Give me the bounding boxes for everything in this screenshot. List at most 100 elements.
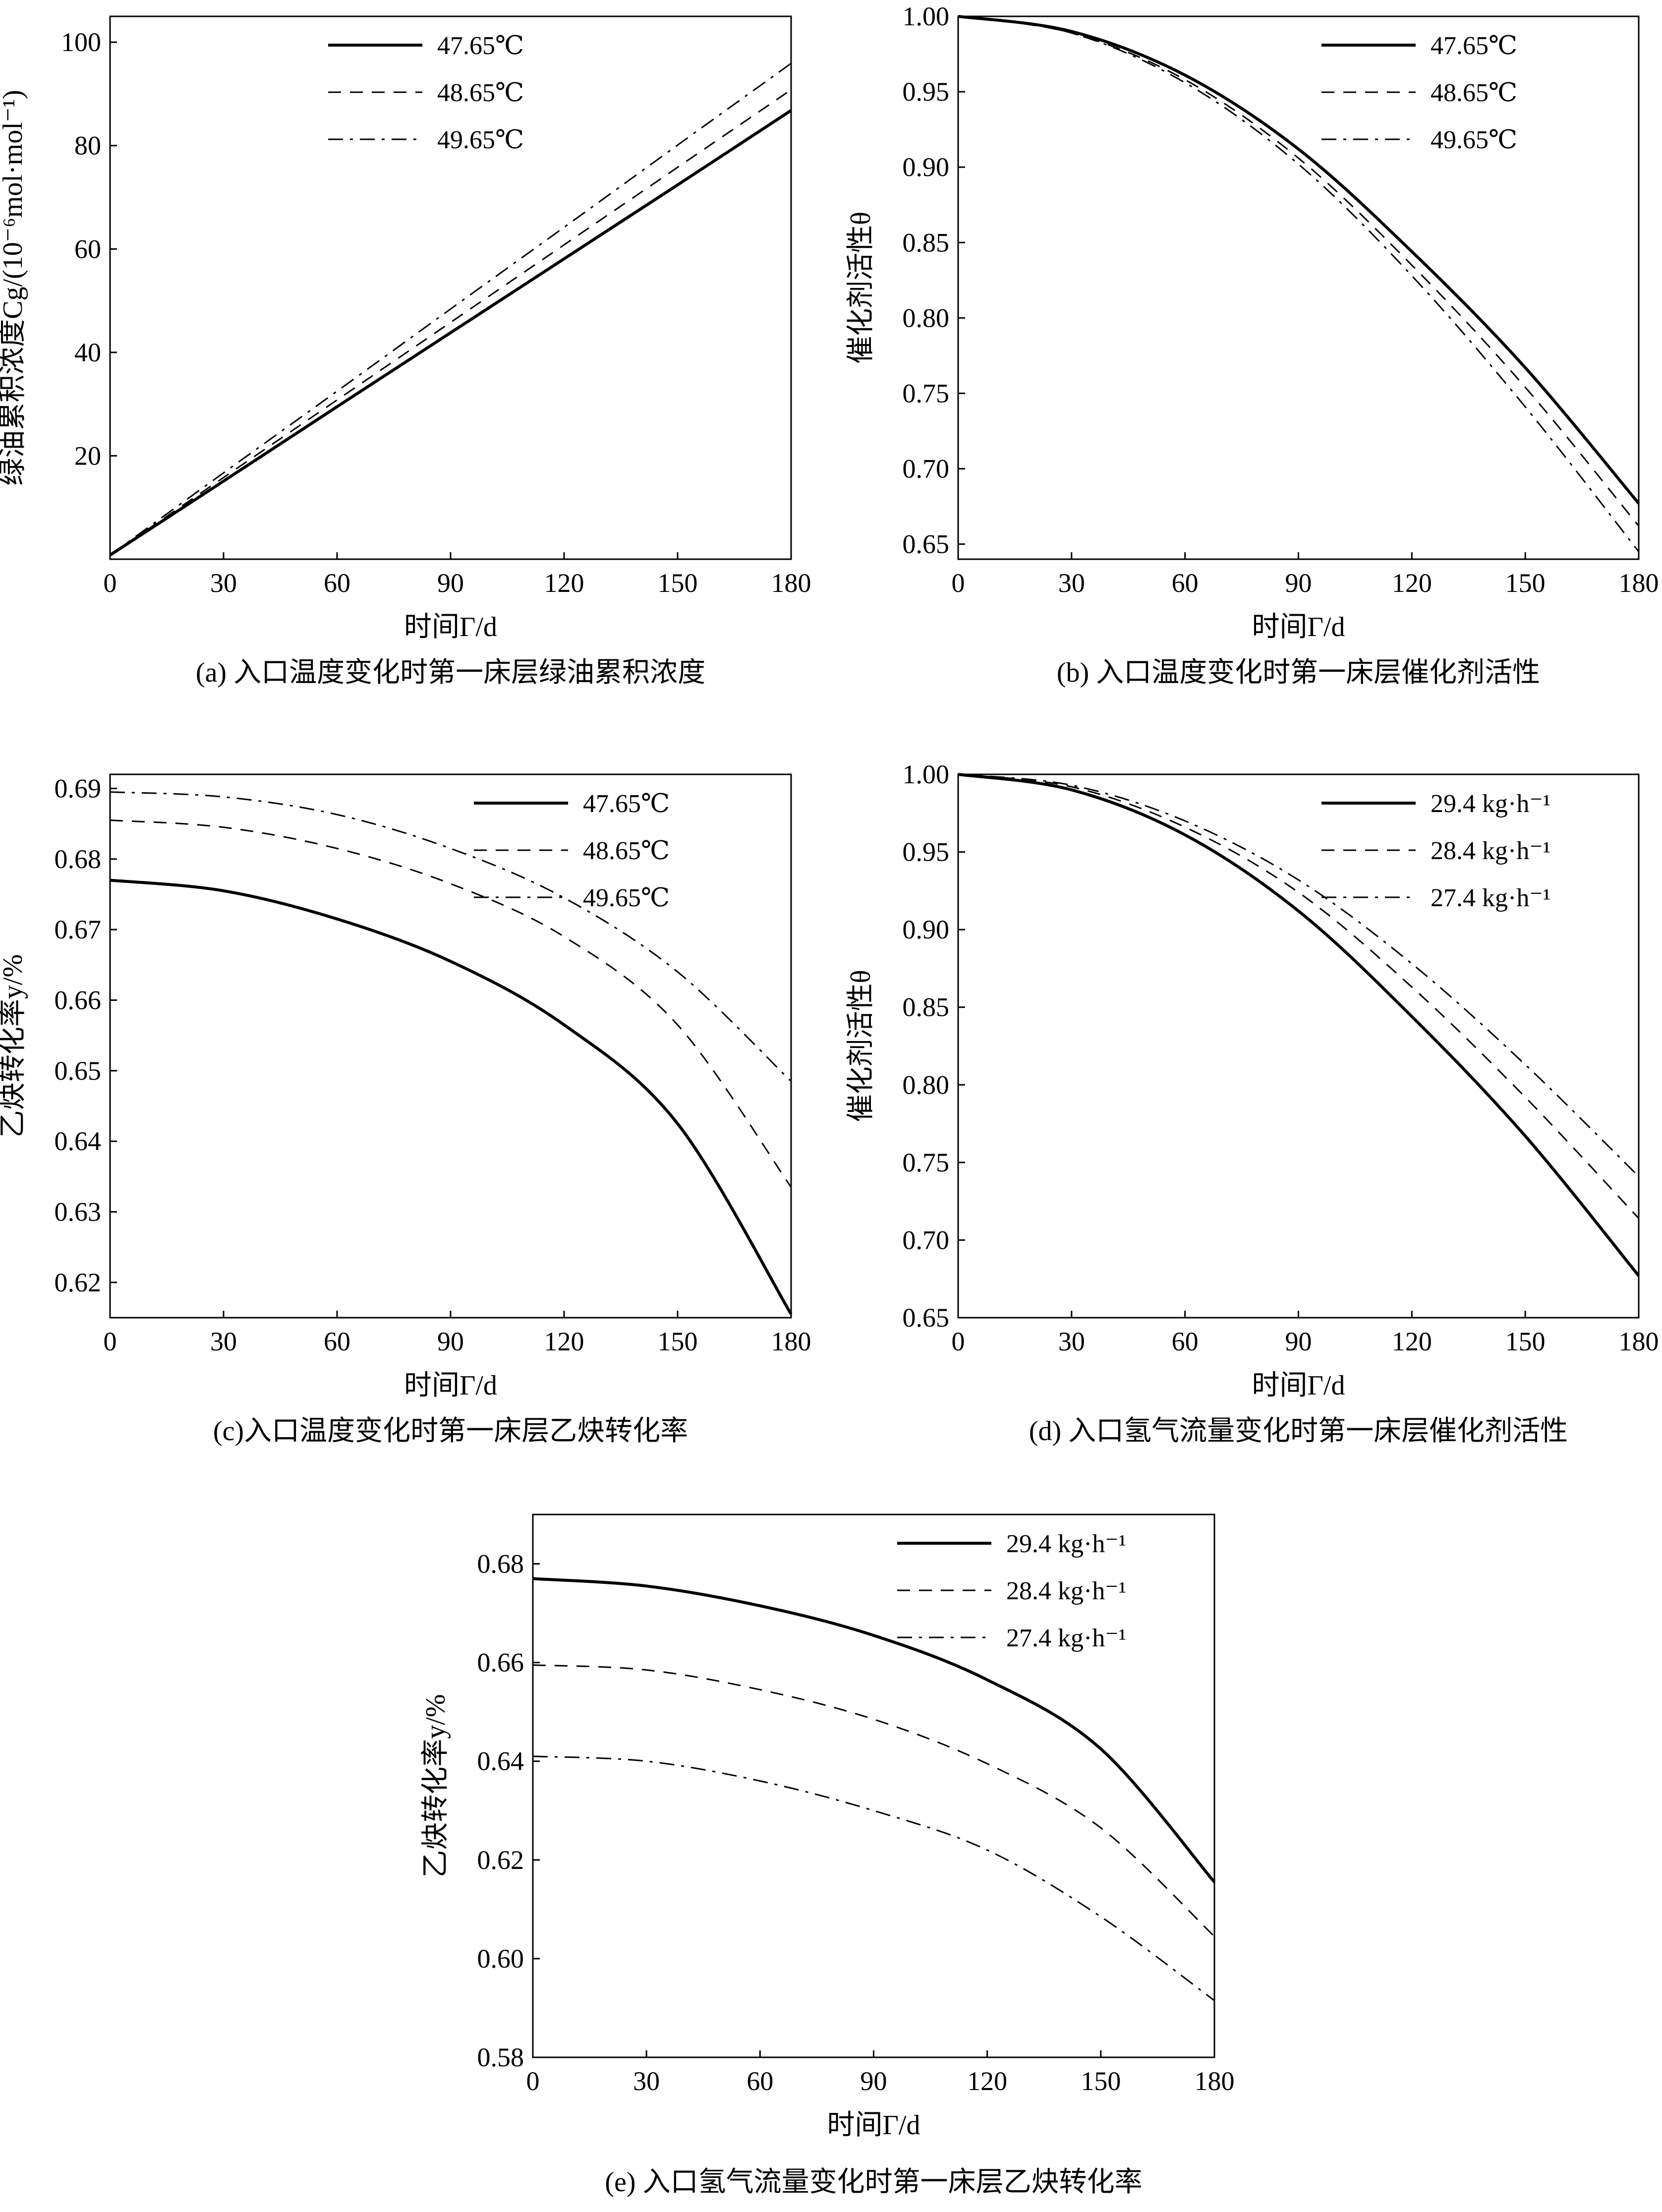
y-tick-label: 40 — [74, 338, 101, 367]
series-line-1 — [109, 109, 792, 557]
x-tick-label: 120 — [544, 568, 584, 598]
y-tick-label: 0.62 — [55, 1268, 102, 1297]
x-tick-label: 0 — [952, 568, 965, 598]
y-tick-label: 0.64 — [55, 1126, 102, 1156]
series-line-2 — [958, 773, 1640, 1219]
y-tick-label: 1.00 — [903, 1, 950, 31]
y-tick-label: 0.69 — [55, 773, 102, 803]
chart-b: 0 30 60 90 120 150 180 0.65 0.70 0.75 0.80 0.85 0.90… — [846, 1, 1659, 688]
y-axis-label: 催化剂活性θ — [846, 970, 876, 1122]
y-tick-label: 0.63 — [55, 1197, 102, 1226]
y-tick-label: 0.75 — [903, 1148, 950, 1177]
x-tick-label: 90 — [860, 2066, 887, 2096]
x-tick-label: 120 — [1392, 568, 1432, 598]
legend-label: 28.4 kg·h⁻¹ — [1006, 1577, 1126, 1605]
legend-label: 28.4 kg·h⁻¹ — [1431, 837, 1550, 865]
y-tick-label: 0.62 — [477, 1845, 524, 1875]
x-tick-label: 60 — [324, 1327, 350, 1356]
x-tick-label: 180 — [1195, 2066, 1235, 2096]
y-tick-label: 0.75 — [903, 378, 950, 408]
y-tick-label: 0.66 — [55, 985, 102, 1015]
x-axis-label: 时间Γ/d — [404, 612, 497, 642]
series-line-3 — [532, 1755, 1215, 2001]
figure-caption: (a) 入口温度变化时第一床层绿油累积浓度 — [196, 657, 705, 688]
x-tick-label: 60 — [324, 568, 350, 598]
y-axis-label: 绿油累积浓度Cg/(10⁻⁶mol·mol⁻¹) — [0, 90, 28, 486]
x-tick-label: 90 — [1285, 568, 1312, 598]
x-tick-label: 60 — [1172, 568, 1199, 598]
y-axis-label: 乙炔转化率y/% — [420, 1694, 451, 1877]
series-line-1 — [958, 773, 1640, 1277]
x-tick-label: 120 — [967, 2066, 1007, 2096]
plot-frame — [957, 15, 1640, 560]
y-tick-label: 0.68 — [477, 1549, 524, 1579]
x-tick-label: 30 — [210, 568, 237, 598]
x-axis-label: 时间Γ/d — [1252, 612, 1345, 642]
x-tick-label: 30 — [1058, 1327, 1085, 1356]
x-tick-label: 180 — [771, 1327, 811, 1356]
series-line-1 — [110, 878, 793, 1315]
chart-a: 0 30 60 90 120 150 180 20 40 60 80 100 47.65℃ 48.65℃ 4… — [0, 15, 811, 688]
chart-d: 0 30 60 90 120 150 180 0.65 0.70 0.75 0.80 0.85 0.90… — [846, 759, 1659, 1447]
legend-label: 27.4 kg·h⁻¹ — [1006, 1624, 1126, 1652]
x-tick-label: 0 — [104, 568, 117, 598]
series-line-2 — [110, 89, 792, 556]
y-tick-label: 0.60 — [477, 1944, 524, 1974]
x-tick-label: 180 — [771, 568, 811, 598]
x-tick-label: 180 — [1619, 1327, 1659, 1356]
y-tick-label: 0.95 — [903, 77, 950, 107]
chart-c: 0 30 60 90 120 150 180 0.62 0.63 0.64 0.65 0.66 0.67… — [0, 773, 811, 1447]
y-tick-label: 0.58 — [477, 2042, 524, 2072]
x-tick-label: 90 — [437, 568, 464, 598]
plot-frame — [109, 773, 792, 1319]
series-line-3 — [958, 773, 1640, 1177]
x-axis-label: 时间Γ/d — [827, 2110, 920, 2141]
y-tick-label: 0.85 — [903, 228, 950, 257]
x-tick-label: 0 — [526, 2066, 540, 2096]
y-tick-label: 0.70 — [903, 454, 950, 484]
y-tick-label: 0.66 — [477, 1648, 524, 1678]
y-tick-label: 100 — [61, 27, 101, 57]
legend-label: 48.65℃ — [583, 837, 670, 865]
legend-label: 48.65℃ — [1431, 79, 1517, 107]
y-tick-label: 0.90 — [903, 152, 950, 182]
series-line-3 — [110, 62, 792, 556]
x-tick-label: 60 — [746, 2066, 773, 2096]
y-tick-label: 60 — [74, 234, 101, 264]
y-tick-label: 0.70 — [903, 1225, 950, 1255]
y-tick-label: 0.65 — [903, 1303, 950, 1333]
x-tick-label: 150 — [658, 1327, 698, 1356]
y-tick-label: 0.67 — [55, 915, 102, 944]
legend-label: 47.65℃ — [437, 32, 524, 60]
y-tick-label: 0.64 — [477, 1746, 524, 1776]
series-line-3 — [110, 791, 792, 1082]
y-tick-label: 0.65 — [55, 1056, 102, 1086]
x-tick-label: 150 — [1081, 2066, 1121, 2096]
x-tick-label: 120 — [1392, 1327, 1432, 1356]
x-tick-label: 30 — [210, 1327, 237, 1356]
x-axis-label: 时间Γ/d — [404, 1370, 497, 1401]
legend-label: 29.4 kg·h⁻¹ — [1431, 790, 1550, 818]
legend-label: 49.65℃ — [583, 884, 670, 912]
series-line-2 — [958, 15, 1640, 527]
series-line-1 — [958, 15, 1640, 505]
legend-label: 29.4 kg·h⁻¹ — [1006, 1530, 1126, 1558]
legend-label: 49.65℃ — [1431, 126, 1517, 154]
y-axis-label: 催化剂活性θ — [846, 212, 876, 364]
x-tick-label: 60 — [1172, 1327, 1199, 1356]
y-tick-label: 0.68 — [55, 844, 102, 874]
y-tick-label: 20 — [74, 441, 101, 470]
x-tick-label: 90 — [1285, 1327, 1312, 1356]
y-tick-label: 0.90 — [903, 915, 950, 944]
series-line-2 — [532, 1664, 1215, 1937]
figure-caption: (b) 入口温度变化时第一床层催化剂活性 — [1057, 657, 1540, 688]
y-tick-label: 0.80 — [903, 303, 950, 333]
y-tick-label: 0.95 — [903, 837, 950, 867]
series-line-1 — [532, 1577, 1216, 1883]
figure-caption: (d) 入口氢气流量变化时第一床层催化剂活性 — [1029, 1416, 1568, 1447]
legend-label: 47.65℃ — [583, 790, 670, 818]
y-tick-label: 80 — [74, 131, 101, 161]
x-tick-label: 90 — [437, 1327, 464, 1356]
y-tick-label: 0.85 — [903, 992, 950, 1022]
